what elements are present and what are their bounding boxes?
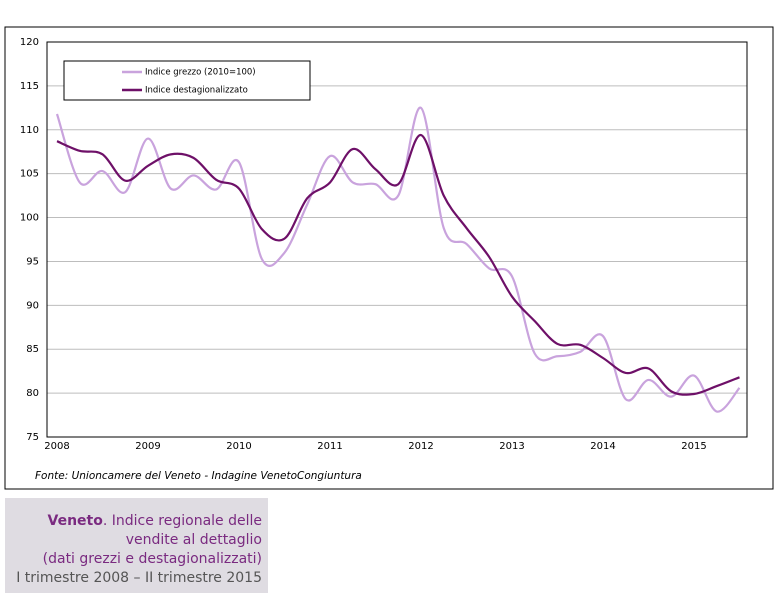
y-tick-label: 115 xyxy=(20,81,39,92)
caption-lead: Veneto xyxy=(47,513,103,529)
y-tick-label: 120 xyxy=(20,37,39,48)
source-note: Fonte: Unioncamere del Veneto - Indagine… xyxy=(35,470,362,482)
chart-frame xyxy=(4,26,774,490)
x-tick-label: 2013 xyxy=(499,441,524,452)
series-line xyxy=(56,133,740,396)
x-tick-label: 2015 xyxy=(681,441,706,452)
caption-line: Veneto. Indice regionale delle xyxy=(5,512,262,531)
y-tick-label: 80 xyxy=(26,388,39,399)
chart: Fonte: Unioncamere del Veneto - Indagine… xyxy=(4,26,774,490)
legend-label: Indice grezzo (2010=100) xyxy=(145,68,256,78)
x-tick-label: 2011 xyxy=(317,441,342,452)
caption-text: . Indice regionale delle xyxy=(102,513,262,529)
y-tick-label: 75 xyxy=(26,432,39,443)
x-tick-label: 2010 xyxy=(226,441,251,452)
caption-line: (dati grezzi e destagionalizzati) xyxy=(42,551,262,567)
y-tick-label: 100 xyxy=(20,213,39,224)
plot-frame xyxy=(46,41,748,438)
x-tick-label: 2008 xyxy=(44,441,69,452)
y-tick-label: 105 xyxy=(20,169,39,180)
caption-line: vendite al dettaglio xyxy=(125,532,262,548)
y-tick-label: 95 xyxy=(26,256,39,267)
caption: Veneto. Indice regionale delle vendite a… xyxy=(5,498,268,593)
x-tick-label: 2009 xyxy=(135,441,160,452)
y-tick-label: 90 xyxy=(26,300,39,311)
legend-box xyxy=(63,60,311,101)
y-tick-label: 85 xyxy=(26,344,39,355)
series-line xyxy=(55,106,741,413)
x-tick-label: 2014 xyxy=(590,441,615,452)
caption-line: I trimestre 2008 – II trimestre 2015 xyxy=(16,570,262,586)
legend-label: Indice destagionalizzato xyxy=(145,86,248,96)
y-tick-label: 110 xyxy=(20,125,39,136)
x-tick-label: 2012 xyxy=(408,441,433,452)
